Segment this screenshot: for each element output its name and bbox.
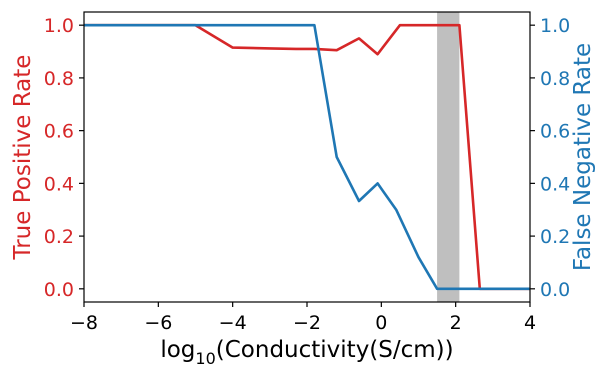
y-axis-right-title: False Negative Rate xyxy=(570,43,596,271)
x-tick-label: −8 xyxy=(70,312,98,334)
x-axis-title-rest: (Conductivity(S/cm)) xyxy=(216,337,454,363)
x-tick-label: 0 xyxy=(375,312,387,334)
x-tick-label: −2 xyxy=(293,312,321,334)
x-tick-label: 4 xyxy=(524,312,536,334)
x-tick-label: −4 xyxy=(219,312,247,334)
x-axis-title-log: log xyxy=(160,337,195,363)
x-tick-label: 2 xyxy=(450,312,462,334)
plot-frame xyxy=(83,11,531,303)
x-axis-title-subscript: 10 xyxy=(195,349,215,366)
series-line-right xyxy=(84,23,530,291)
y-axis-left-title: True Positive Rate xyxy=(10,55,36,261)
y-tick-label-right: 0.2 xyxy=(540,226,570,248)
y-tick-label-left: 1.0 xyxy=(44,15,74,37)
y-tick-label-left: 0.4 xyxy=(44,173,74,195)
y-tick-label-left: 0.2 xyxy=(44,226,74,248)
y-tick-label-right: 0.6 xyxy=(540,121,570,143)
series-line-left xyxy=(84,23,530,291)
y-tick-label-right: 0.4 xyxy=(540,173,570,195)
x-tick-label: −6 xyxy=(144,312,172,334)
y-tick-label-right: 0.8 xyxy=(540,68,570,90)
y-tick-label-left: 0.0 xyxy=(44,279,74,301)
y-tick-label-left: 0.8 xyxy=(44,68,74,90)
y-tick-label-right: 1.0 xyxy=(540,15,570,37)
x-axis-title: log10(Conductivity(S/cm)) xyxy=(160,337,453,366)
shaded-region xyxy=(437,12,460,302)
y-tick-label-left: 0.6 xyxy=(44,121,74,143)
y-tick-label-right: 0.0 xyxy=(540,279,570,301)
